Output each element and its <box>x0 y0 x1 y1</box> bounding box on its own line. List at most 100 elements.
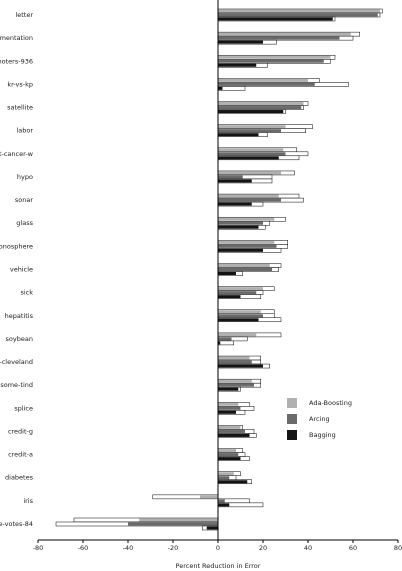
bar <box>218 13 378 17</box>
outline-bar <box>217 340 234 346</box>
bar <box>218 453 239 457</box>
bar <box>218 310 261 314</box>
bar <box>218 240 275 244</box>
bar <box>218 248 263 252</box>
bar <box>139 518 218 522</box>
bar <box>218 110 284 114</box>
y-tick-label: iris <box>23 497 33 505</box>
y-tick-label: sonar <box>15 196 33 204</box>
bar <box>218 360 252 364</box>
bar <box>218 356 250 360</box>
bar <box>218 295 241 299</box>
bar <box>218 314 263 318</box>
bar <box>218 499 225 503</box>
x-axis-label: Percent Reduction in Error <box>176 562 261 570</box>
bar <box>218 341 221 345</box>
bar <box>218 55 331 59</box>
bar <box>218 333 257 337</box>
legend-swatch <box>287 430 297 440</box>
bar <box>218 175 243 179</box>
bar <box>218 337 232 341</box>
bar <box>200 495 218 499</box>
y-tick-label: credit-g <box>8 427 33 435</box>
bar <box>218 291 257 295</box>
x-tick-label: 80 <box>394 544 402 552</box>
bar <box>218 272 236 275</box>
x-tick-label: -20 <box>168 544 179 552</box>
y-tick-label: e-votes-84 <box>0 520 33 528</box>
bar <box>218 402 239 406</box>
bar <box>218 387 239 391</box>
y-tick-label: splice <box>14 404 33 412</box>
bar <box>218 503 230 507</box>
bar <box>218 78 308 82</box>
y-tick-label: kr-vs-kp <box>7 80 33 88</box>
bar <box>218 425 241 429</box>
y-tick-label: gmentation <box>0 34 33 42</box>
bar <box>218 244 277 248</box>
y-tick-label: credit-a <box>8 451 33 459</box>
bar <box>218 221 263 225</box>
legend-label: Arcing <box>309 415 330 423</box>
bar <box>218 133 259 137</box>
y-tick-label: t-cancer-w <box>0 150 34 158</box>
bar <box>218 82 315 86</box>
bar <box>218 86 223 90</box>
y-tick-label: moters-936 <box>0 57 33 65</box>
bar <box>218 32 351 36</box>
bar <box>218 102 304 106</box>
bar <box>218 179 252 183</box>
x-tick-label: 20 <box>259 544 267 552</box>
bar <box>218 9 380 13</box>
bar <box>218 268 272 271</box>
y-tick-label: glass <box>16 219 33 227</box>
bar <box>218 472 234 476</box>
y-tick-label: hypo <box>17 173 33 181</box>
bar <box>218 63 257 67</box>
legend-swatch <box>287 414 297 424</box>
bar <box>218 429 245 433</box>
legend-swatch <box>287 398 297 408</box>
y-tick-label: soybean <box>6 335 33 343</box>
x-tick-label: -60 <box>78 544 89 552</box>
legend-label: Ada-Boosting <box>309 399 352 407</box>
bar <box>218 449 236 453</box>
y-tick-label: onosphere <box>0 242 33 250</box>
bar <box>218 106 302 110</box>
bar <box>218 129 281 133</box>
y-tick-label: labor <box>16 127 33 135</box>
y-tick-label: satellite <box>7 104 33 112</box>
bar <box>218 433 250 437</box>
bar <box>218 379 252 383</box>
y-tick-label: t-cleveland <box>0 358 33 366</box>
bar <box>218 264 270 267</box>
bar <box>218 171 281 175</box>
bar <box>218 198 281 202</box>
bar <box>218 318 259 322</box>
bar <box>218 194 279 198</box>
bar <box>218 457 241 461</box>
bar <box>128 522 218 526</box>
bar <box>218 40 263 44</box>
y-tick-label: diabetes <box>5 474 34 482</box>
y-tick-label: letter <box>15 11 33 19</box>
bar <box>218 125 286 129</box>
bar <box>218 148 284 152</box>
bar <box>218 17 333 21</box>
y-tick-label: hepatitis <box>5 312 34 320</box>
y-tick-label: some-tind <box>0 381 33 389</box>
bar <box>218 480 248 484</box>
bar <box>218 287 263 291</box>
bar <box>218 364 263 368</box>
bar <box>218 406 241 410</box>
bar <box>218 59 324 63</box>
bar <box>206 526 218 530</box>
x-tick-label: -80 <box>33 544 44 552</box>
bar <box>218 383 254 387</box>
bar <box>218 202 252 206</box>
bar <box>218 476 230 480</box>
legend-label: Bagging <box>309 431 336 439</box>
bar <box>218 225 259 229</box>
